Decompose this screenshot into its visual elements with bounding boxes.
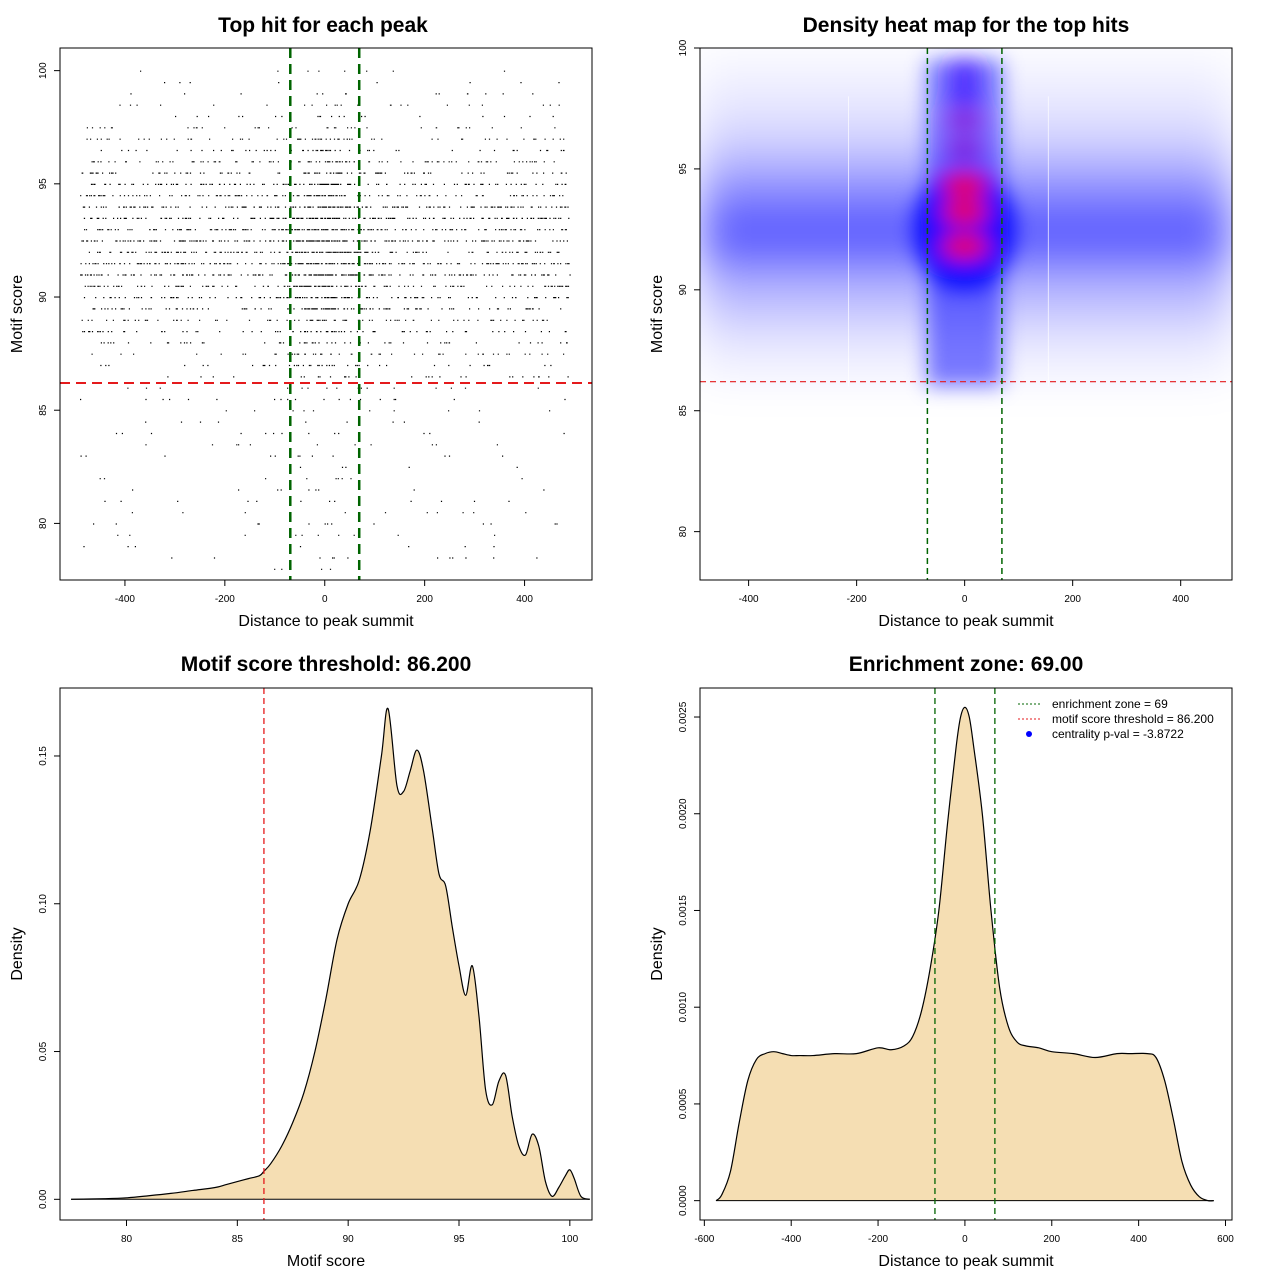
density-curve (71, 707, 590, 1200)
heatmap-marks (700, 48, 1232, 580)
y-tick-label: 95 (678, 163, 689, 175)
y-tick-label: 100 (678, 39, 689, 56)
scatter-ylabel: Motif score (9, 275, 26, 353)
x-tick-label: 90 (343, 1234, 355, 1245)
legend-enrichment-label: enrichment zone = 69 (1052, 697, 1168, 711)
panel-score-density: Motif score threshold: 86.200 Motif scor… (9, 653, 593, 1270)
x-tick-label: 200 (416, 594, 433, 605)
x-tick-label: 600 (1217, 1234, 1234, 1245)
y-tick-label: 85 (38, 404, 49, 416)
heat-hotspot (947, 138, 982, 161)
x-tick-label: -400 (781, 1234, 801, 1245)
y-tick-label: 100 (38, 62, 49, 79)
x-tick-label: 400 (1130, 1234, 1147, 1245)
scatter-xlabel: Distance to peak summit (238, 613, 414, 630)
y-tick-label: 90 (38, 291, 49, 303)
heat-hotspot (947, 58, 982, 81)
heat-hotspot (941, 201, 988, 224)
y-tick-label: 90 (678, 284, 689, 296)
score-density-frame (59, 687, 593, 1221)
panel-scatter: Top hit for each peak Distance to peak s… (9, 14, 593, 630)
heatmap-xlabel: Distance to peak summit (878, 613, 1054, 630)
heat-hotspot (941, 174, 988, 197)
x-tick-label: 0 (322, 594, 328, 605)
x-tick-label: -200 (847, 594, 867, 605)
x-tick-label: -200 (868, 1234, 888, 1245)
score-density-ylabel: Density (9, 927, 26, 980)
y-tick-label: 0.0005 (678, 1088, 689, 1119)
scatter-axes: -400 -200 0 200 400 80 85 90 95 100 (38, 62, 533, 605)
y-tick-label: 80 (678, 526, 689, 538)
x-tick-label: -400 (115, 594, 135, 605)
heatmap-ylabel: Motif score (649, 275, 666, 353)
x-tick-label: 0 (962, 1234, 968, 1245)
distance-density-ylabel: Density (649, 927, 666, 980)
x-tick-label: -400 (739, 594, 759, 605)
distance-density-title: Enrichment zone: 69.00 (849, 653, 1084, 676)
distance-density-legend: enrichment zone = 69 motif score thresho… (1018, 697, 1214, 741)
panel-distance-density: Enrichment zone: 69.00 Distance to peak … (649, 653, 1234, 1270)
heatmap-core (913, 58, 1016, 387)
heat-hotspot (941, 235, 988, 258)
x-tick-label: 200 (1064, 594, 1081, 605)
x-tick-label: 85 (232, 1234, 244, 1245)
y-tick-label: 85 (678, 405, 689, 417)
y-tick-label: 0.0015 (678, 895, 689, 926)
y-tick-label: 0.0000 (678, 1185, 689, 1216)
heatmap-frame (699, 47, 1233, 581)
y-tick-label: 80 (38, 517, 49, 529)
y-tick-label: 0.0020 (678, 798, 689, 829)
heat-hotspot (947, 83, 982, 105)
x-tick-label: -200 (215, 594, 235, 605)
x-tick-label: 400 (1172, 594, 1189, 605)
x-tick-label: 0 (962, 594, 968, 605)
y-tick-label: 0.10 (38, 894, 49, 914)
y-tick-label: 95 (38, 178, 49, 190)
y-tick-label: 0.0025 (678, 701, 689, 732)
y-tick-label: 0.15 (38, 746, 49, 766)
x-tick-label: 400 (516, 594, 533, 605)
legend-threshold-label: motif score threshold = 86.200 (1052, 712, 1214, 726)
x-tick-label: 200 (1043, 1234, 1060, 1245)
scatter-title: Top hit for each peak (218, 14, 428, 37)
heatmap-axes: -400 -200 0 200 400 80 85 90 95 100 (678, 39, 1189, 605)
x-tick-label: 95 (453, 1234, 465, 1245)
heat-hotspot (947, 109, 982, 132)
distance-density-axes: -600 -400 -200 0 200 400 600 0.0000 0.0005 0.0010… (678, 701, 1234, 1245)
y-tick-label: 0.0010 (678, 991, 689, 1022)
x-tick-label: 100 (561, 1234, 578, 1245)
x-tick-label: -600 (694, 1234, 714, 1245)
scatter-points (80, 70, 571, 570)
heatmap-title: Density heat map for the top hits (803, 14, 1130, 37)
score-density-xlabel: Motif score (287, 1253, 365, 1270)
legend-pval-label: centrality p-val = -3.8722 (1052, 727, 1184, 741)
legend-pval-point (1026, 731, 1032, 737)
distance-density-xlabel: Distance to peak summit (878, 1253, 1054, 1270)
score-density-title: Motif score threshold: 86.200 (181, 653, 472, 676)
score-density-axes: 80 85 90 95 100 0.00 0.05 0.10 0.15 (38, 746, 579, 1245)
scatter-marks (60, 48, 592, 580)
y-tick-label: 0.05 (38, 1041, 49, 1061)
distance-density-frame (699, 687, 1233, 1221)
density-fill (716, 707, 1214, 1201)
x-tick-label: 80 (121, 1234, 133, 1245)
density-curve (715, 706, 1214, 1202)
panel-heatmap: Density heat map for the top hits Distan… (649, 14, 1233, 630)
heat-core-blob (913, 168, 1016, 290)
y-tick-label: 0.00 (38, 1189, 49, 1209)
score-density-marks (71, 688, 590, 1220)
distance-density-marks (715, 688, 1214, 1220)
scatter-frame (59, 47, 593, 581)
density-fill (71, 708, 590, 1200)
